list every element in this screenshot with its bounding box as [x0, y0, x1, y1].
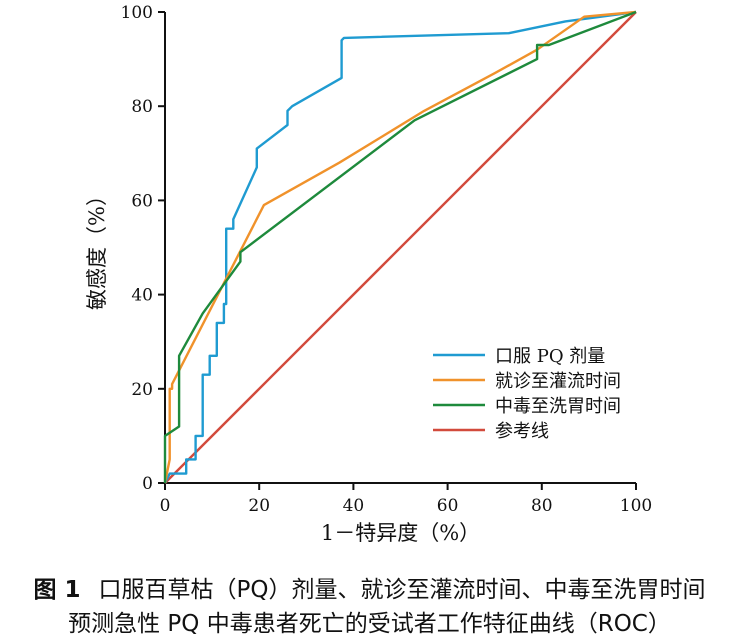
legend-label: 中毒至洗胃时间 [495, 396, 621, 417]
x-tick-label: 80 [531, 496, 553, 516]
axes [158, 11, 637, 490]
x-tick-label: 60 [437, 496, 459, 516]
x-axis-label: 1－特异度（%） [321, 521, 480, 545]
y-tick-label: 20 [131, 380, 153, 400]
y-tick-label: 40 [131, 286, 153, 306]
x-tick-label: 40 [343, 496, 365, 516]
legend-label: 就诊至灌流时间 [495, 371, 621, 392]
caption-text-1: 口服百草枯（PQ）剂量、就诊至灌流时间、中毒至洗胃时间 [98, 577, 706, 603]
legend-label: 口服 PQ 剂量 [495, 346, 605, 367]
series-line-1 [163, 10, 637, 484]
y-tick-label: 60 [131, 191, 153, 211]
tick-labels: 0 20 40 60 80 100 0 20 40 60 80 100 [121, 3, 653, 516]
x-tick-label: 100 [620, 496, 652, 516]
legend-label: 参考线 [495, 421, 549, 442]
roc-chart: 0 20 40 60 80 100 0 20 40 60 80 100 1－特异度（%） 敏感度（%）… [85, 3, 653, 545]
x-tick-label: 0 [160, 496, 171, 516]
y-tick-label: 80 [131, 97, 153, 117]
figure-caption-line-2: 预测急性 PQ 中毒患者死亡的受试者工作特征曲线（ROC） [68, 611, 671, 637]
x-tick-label: 20 [248, 496, 270, 516]
series-lines [163, 10, 637, 484]
series-line-3 [163, 10, 637, 483]
y-axis-label: 敏感度（%） [85, 185, 109, 310]
figure-caption-line-1: 图 1 口服百草枯（PQ）剂量、就诊至灌流时间、中毒至洗胃时间 [0, 570, 739, 604]
y-tick-label: 0 [142, 474, 153, 494]
figure-label: 图 1 [33, 577, 81, 603]
y-tick-label: 100 [121, 3, 153, 23]
series-line-4 [164, 11, 637, 484]
